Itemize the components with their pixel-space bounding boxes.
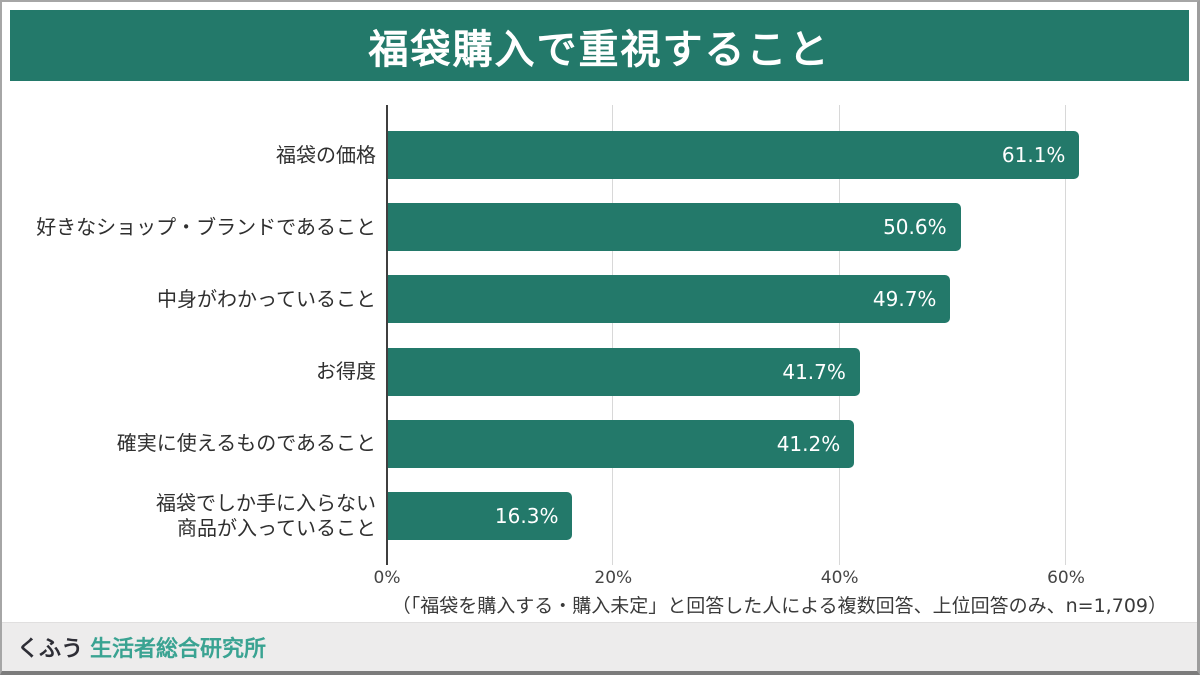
bar: 49.7% (388, 275, 951, 324)
footer-bar: くふう 生活者総合研究所 (2, 622, 1197, 671)
value-label: 61.1% (1001, 143, 1066, 167)
category-label: お得度 (316, 359, 376, 384)
value-label: 49.7% (872, 287, 937, 312)
category-label: 好きなショップ・ブランドであること (36, 214, 376, 239)
category-label: 中身がわかっていること (157, 286, 376, 311)
x-tick-label: 60% (1047, 568, 1085, 588)
brand-name: 生活者総合研究所 (90, 637, 267, 662)
gridline-20% (612, 105, 614, 565)
category-label: 福袋でしか手に入らない 商品が入っていること (156, 491, 376, 540)
value-label: 41.7% (782, 359, 846, 384)
x-tick-label: 0% (373, 568, 401, 588)
category-label: 確実に使えるものであること (116, 431, 376, 456)
brand-prefix: くふう (17, 637, 84, 662)
category-label: 福袋の価格 (276, 142, 376, 167)
gridline-60% (1065, 105, 1066, 565)
gridline-40% (838, 105, 840, 565)
bar: 41.7% (388, 347, 860, 396)
x-tick-label: 40% (820, 568, 859, 588)
x-tick-label: 20% (594, 568, 633, 588)
bar: 16.3% (388, 492, 573, 540)
value-label: 41.2% (776, 431, 841, 456)
value-label: 16.3% (494, 504, 559, 528)
page-title: 福袋購入で重視すること (368, 26, 831, 73)
bar: 61.1% (388, 131, 1080, 179)
bar: 41.2% (388, 419, 855, 468)
bar: 50.6% (388, 203, 961, 252)
y-axis-line (386, 105, 388, 565)
survey-footnote: （「福袋を購入する・購入未定」と回答した人による複数回答、上位回答のみ、n=1,… (391, 595, 1167, 617)
value-label: 50.6% (883, 215, 947, 240)
title-banner: 福袋購入で重視すること (10, 10, 1189, 81)
